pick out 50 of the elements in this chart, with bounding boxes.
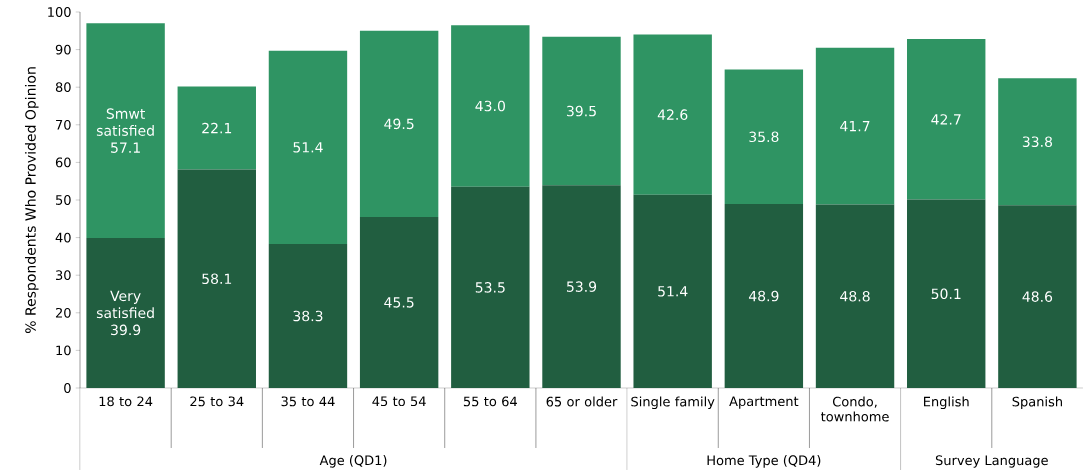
y-tick-label: 20 — [55, 307, 71, 318]
data-label: 51.4 — [293, 142, 323, 153]
data-label: 48.6 — [1022, 291, 1053, 302]
data-label: 45.5 — [384, 297, 414, 308]
data-label: 58.1 — [202, 273, 232, 285]
x-tick-label: Single family — [631, 396, 715, 410]
y-tick-label: 90 — [55, 44, 71, 55]
y-tick-label: 50 — [56, 195, 71, 205]
y-tick-label: 30 — [55, 270, 71, 281]
data-label: 42.7 — [931, 114, 961, 125]
data-label: 42.6 — [657, 109, 688, 120]
y-tick-label: 40 — [55, 232, 71, 243]
data-label: 51.4 — [658, 286, 688, 297]
y-axis-title: % Respondents Who Provided Opinion — [24, 67, 39, 334]
x-tick-label: 55 to 64 — [463, 396, 517, 407]
data-label: 50.1 — [931, 288, 961, 300]
data-label: 53.9 — [567, 281, 597, 292]
x-tick-label: 45 to 54 — [372, 396, 426, 407]
data-label: 48.8 — [840, 290, 870, 302]
data-label: 39.5 — [566, 105, 596, 117]
y-tick-label: 60 — [55, 157, 71, 168]
x-tick-label: 65 or older — [546, 396, 618, 407]
y-tick-label: 10 — [56, 345, 71, 356]
data-label: 48.9 — [748, 290, 779, 302]
series-label: Very satisfied — [96, 290, 154, 319]
text: Age (QD1) — [319, 455, 387, 468]
x-tick-label: Condo, townhome — [820, 396, 889, 422]
y-tick-label: 70 — [56, 119, 71, 130]
x-tick-label: 25 to 34 — [190, 396, 244, 407]
x-tick-label: 18 to 24 — [99, 396, 153, 407]
data-label: 53.5 — [475, 282, 505, 293]
text: Home Type (QD4) — [707, 455, 821, 468]
series-label: Smwt satisfied — [96, 108, 154, 136]
data-label: 49.5 — [384, 118, 414, 130]
y-tick-label: 100 — [48, 7, 71, 17]
data-label: 41.7 — [840, 121, 870, 132]
data-label: 57.1 — [111, 142, 140, 153]
data-label: 33.8 — [1022, 136, 1053, 148]
y-tick-label: 80 — [55, 82, 71, 93]
data-label: 39.9 — [111, 324, 141, 336]
x-tick-label: 35 to 44 — [281, 396, 335, 407]
x-tick-label: Apartment — [729, 396, 799, 409]
text: Survey Language — [935, 455, 1048, 468]
data-label: 38.3 — [293, 310, 323, 322]
data-label: 22.1 — [202, 122, 232, 134]
data-label: 35.8 — [749, 131, 779, 143]
x-tick-label: Spanish — [1012, 396, 1062, 410]
y-tick-label: 0 — [64, 383, 71, 393]
data-label: 43.0 — [475, 100, 505, 112]
x-tick-label: English — [924, 396, 969, 410]
